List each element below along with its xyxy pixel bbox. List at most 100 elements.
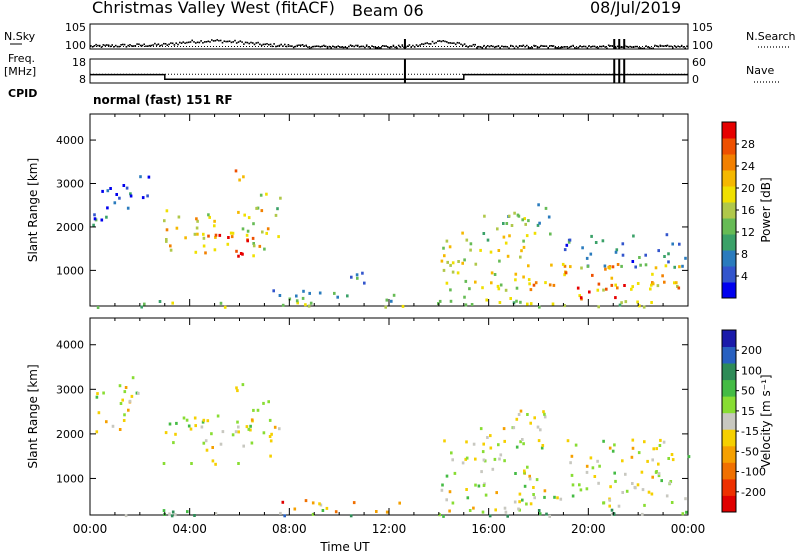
power-panel-cell	[639, 263, 642, 267]
nsky-point	[631, 46, 633, 48]
power-panel-frame	[89, 113, 689, 307]
nsky-point	[397, 44, 400, 47]
nsky-point	[428, 43, 430, 45]
velocity-panel-cell	[502, 427, 506, 431]
power-panel-cell	[213, 219, 216, 223]
nsky-point	[275, 45, 277, 48]
power-panel-cell	[255, 206, 258, 210]
nsky-point	[339, 46, 341, 48]
velocity-panel-cell	[685, 510, 688, 514]
nsky-point	[349, 44, 352, 46]
power-panel-cell	[624, 300, 628, 304]
velocity-panel-cell	[270, 432, 273, 436]
power-panel-cell	[657, 249, 660, 253]
velocity-panel-cell	[536, 425, 540, 429]
velocity-panel-cell	[349, 514, 353, 518]
nsky-point	[444, 40, 446, 43]
power-panel-cell	[490, 271, 494, 275]
velocity-panel-cell	[334, 510, 338, 514]
velocity-panel-cell	[122, 419, 126, 422]
power-panel-cell	[231, 231, 235, 235]
velocity-panel-cell	[170, 514, 174, 518]
nsky-point	[161, 44, 163, 46]
velocity-panel-cell	[216, 414, 220, 418]
nsky-point	[127, 44, 129, 47]
nsky-point	[260, 44, 263, 47]
velocity-panel-cell	[162, 462, 166, 465]
nsky-point	[504, 45, 507, 48]
noise-left-tick: 100	[65, 39, 86, 52]
velocity-panel-cell	[593, 475, 597, 478]
power-panel-cell	[101, 189, 104, 193]
power-panel-cell	[165, 228, 169, 232]
power-panel-cell	[671, 242, 674, 246]
power-panel-cell	[464, 303, 468, 307]
nsky-point	[440, 40, 443, 43]
velocity-panel-cell	[182, 416, 186, 420]
velocity-panel-cell	[118, 428, 122, 431]
nsky-label: N.Sky	[4, 30, 36, 43]
nsky-point	[641, 47, 644, 50]
power-panel-cell	[202, 244, 206, 248]
velocity-panel-cell	[539, 428, 542, 432]
power-panel-cell	[260, 209, 264, 213]
velocity-panel-cell	[193, 416, 197, 420]
power-panel-cell	[489, 250, 493, 254]
power-panel-cell	[597, 305, 600, 309]
power-panel-cell	[513, 211, 516, 215]
beam-label: Beam 06	[352, 1, 424, 20]
nsky-point	[652, 47, 654, 49]
power-panel-cell	[586, 264, 590, 268]
velocity-panel-cell	[652, 447, 655, 451]
nsky-point	[95, 43, 97, 46]
nsky-point	[93, 45, 96, 47]
power-panel-cell	[561, 262, 565, 266]
power-panel-cell	[165, 238, 168, 241]
velocity-panel-cell	[268, 418, 272, 422]
velocity-panel-cell	[503, 459, 506, 463]
power-panel-cell	[346, 294, 349, 298]
power-panel-cell	[204, 251, 207, 255]
nsky-point	[577, 46, 580, 49]
freq-right-tick: 60	[692, 56, 706, 69]
velocity-panel-cell	[481, 510, 485, 514]
velocity-panel-cell	[522, 442, 525, 446]
velocity-panel-cell	[631, 482, 634, 485]
velocity-panel-cell	[482, 458, 486, 462]
power-panel-cell	[474, 262, 478, 266]
velocity-panel-cell	[131, 376, 135, 380]
nsky-point	[143, 43, 145, 46]
power-panel-cell	[514, 278, 517, 282]
nsky-point	[670, 45, 672, 48]
power-panel-cell	[676, 284, 679, 288]
power-panel-cell	[252, 254, 255, 258]
nsky-point	[308, 47, 311, 49]
nsky-point	[248, 42, 250, 45]
nsky-point	[385, 45, 387, 47]
power-panel-cell	[644, 263, 648, 267]
velocity-panel-cell	[548, 514, 551, 518]
nsky-point	[561, 46, 564, 49]
velocity-panel-cell	[123, 390, 127, 394]
velocity-panel-cell	[625, 489, 629, 493]
velocity-panel-cell	[517, 413, 521, 416]
velocity-panel-cell	[657, 474, 661, 478]
nsky-point	[102, 44, 105, 46]
velocity-panel-cell	[279, 511, 282, 515]
nsky-point	[511, 45, 514, 47]
velocity-panel-cell	[650, 492, 654, 496]
velocity-panel-cell	[325, 506, 329, 510]
nsky-point	[429, 43, 432, 45]
nsky-point	[433, 42, 436, 45]
nsky-point	[342, 46, 345, 49]
nsky-point	[419, 44, 421, 46]
power-panel-cell	[548, 283, 552, 287]
velocity-panel-ylabel: Slant Range [km]	[26, 364, 40, 468]
nsky-point	[540, 44, 542, 47]
power-panel-cell	[235, 249, 238, 253]
nsky-point	[235, 42, 238, 44]
power-panel-cell	[665, 233, 669, 237]
velocity-panel-cell	[523, 471, 526, 475]
power-panel-cell	[333, 291, 336, 295]
nsky-point	[250, 41, 252, 44]
